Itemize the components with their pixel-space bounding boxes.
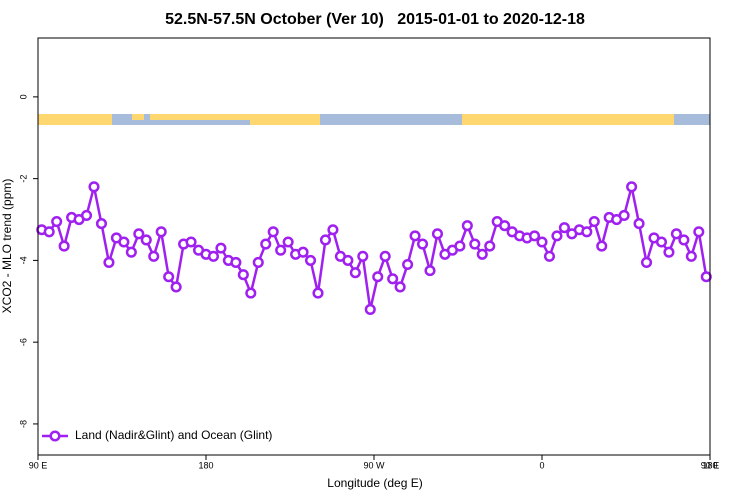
data-point	[558, 222, 570, 234]
data-point	[267, 226, 279, 238]
data-point	[678, 234, 690, 246]
data-point	[454, 240, 466, 252]
chart-title: 52.5N-57.5N October (Ver 10) 2015-01-01 …	[165, 11, 585, 28]
data-point	[364, 303, 376, 316]
land-ocean-strip	[38, 114, 710, 125]
data-point	[670, 228, 682, 240]
legend-marker	[49, 430, 61, 442]
data-point	[528, 230, 541, 242]
data-point	[685, 250, 697, 262]
data-point	[312, 287, 324, 299]
y-tick-label: -2	[18, 175, 28, 183]
data-point	[230, 256, 242, 268]
data-point	[484, 240, 496, 252]
data-point	[304, 254, 317, 266]
data-point	[663, 246, 675, 258]
plot-frame	[37, 37, 711, 456]
data-point	[51, 216, 63, 228]
data-point	[499, 220, 511, 232]
data-point	[148, 250, 160, 262]
data-point	[551, 230, 563, 242]
land-strip	[150, 114, 250, 120]
data-point	[693, 226, 705, 238]
data-point	[133, 228, 145, 240]
x-axis-label: Longitude (deg E)	[327, 476, 422, 490]
data-point	[163, 271, 175, 283]
y-tick-label: -6	[18, 338, 28, 346]
data-point	[155, 226, 167, 238]
data-point	[543, 250, 556, 262]
data-point	[618, 209, 630, 221]
data-point	[431, 228, 444, 240]
y-axis-label: XCO2 - MLO trend (ppm)	[0, 179, 14, 314]
data-point	[416, 238, 429, 250]
data-point	[103, 256, 115, 268]
data-point	[275, 244, 287, 256]
plot-area	[36, 181, 712, 316]
data-point	[409, 230, 421, 242]
data-point	[633, 218, 645, 230]
ocean-strip	[38, 114, 710, 125]
land-strip	[250, 114, 320, 125]
data-point	[342, 254, 354, 266]
x-tick-label: 180	[198, 460, 213, 470]
legend-label: Land (Nadir&Glint) and Ocean (Glint)	[75, 428, 272, 442]
data-point	[387, 273, 399, 285]
data-point	[58, 240, 70, 252]
data-point	[357, 250, 369, 262]
data-point	[207, 250, 220, 262]
data-point	[588, 216, 600, 228]
x-tick-label: 0	[539, 460, 544, 470]
data-point	[282, 236, 294, 248]
data-point	[461, 220, 473, 232]
data-point	[596, 240, 608, 252]
data-point	[626, 181, 638, 193]
data-point	[43, 226, 55, 238]
x-tick-label: 180	[702, 460, 717, 470]
data-point	[118, 236, 130, 248]
x-tick-label: 90 E	[701, 460, 720, 470]
data-point	[327, 224, 339, 236]
data-point	[170, 281, 182, 293]
y-tick-label: 0	[18, 94, 28, 99]
data-point	[700, 271, 712, 283]
data-point	[297, 246, 309, 258]
data-point	[379, 250, 391, 262]
data-point	[424, 265, 436, 277]
land-strip	[462, 114, 674, 125]
x-tick-label: 90 E	[29, 460, 48, 470]
data-point	[237, 269, 249, 281]
data-point	[581, 226, 593, 238]
land-strip	[132, 114, 144, 120]
data-point	[469, 238, 481, 250]
y-tick-label: -4	[18, 256, 28, 264]
data-point	[80, 209, 93, 221]
x-tick-label: 90 W	[363, 460, 385, 470]
data-point	[319, 234, 332, 246]
data-point	[260, 238, 272, 250]
y-tick-label: -8	[18, 420, 28, 428]
data-point	[125, 246, 137, 258]
data-point	[252, 256, 264, 268]
data-point	[349, 267, 361, 279]
data-point	[95, 218, 108, 230]
land-strip	[38, 114, 112, 125]
data-point	[372, 271, 384, 283]
data-point	[640, 256, 653, 268]
data-point	[215, 242, 227, 254]
data-point	[185, 236, 197, 248]
data-point	[536, 236, 548, 248]
data-point	[88, 181, 100, 193]
data-point	[140, 234, 152, 246]
data-point	[245, 287, 257, 299]
data-point	[655, 236, 668, 248]
data-point	[402, 258, 414, 271]
data-point	[394, 281, 406, 293]
data-point	[476, 248, 488, 260]
